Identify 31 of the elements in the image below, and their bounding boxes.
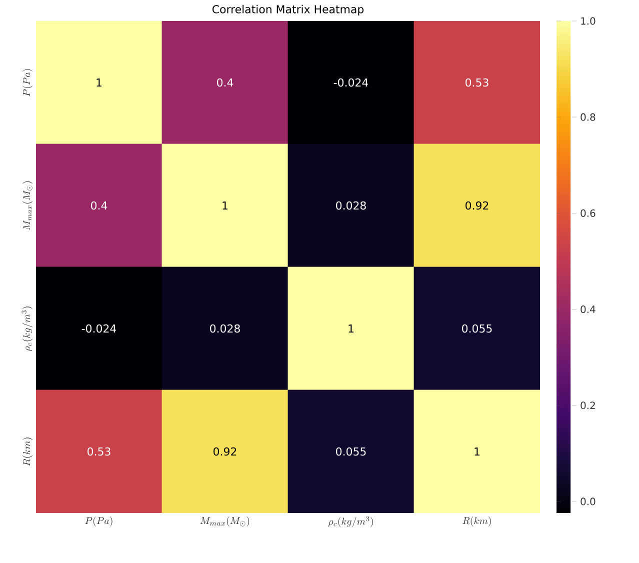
chart-title: Correlation Matrix Heatmap (212, 4, 364, 16)
color-bar-label: 0.2 (580, 402, 595, 410)
x-tick-label: $R(km)$ (462, 516, 491, 526)
x-tick-label: $P(Pa)$ (85, 516, 112, 526)
data-label: 0.92 (214, 447, 236, 456)
y-tick-label: $P(Pa)$ (22, 69, 32, 96)
data-label: 0.53 (466, 78, 488, 87)
x-tick-label: $\rho_c(kg/m^3)$ (328, 516, 373, 528)
y-tick-label: $\rho_c(kg/m^3)$ (22, 306, 32, 352)
data-label: 1 (348, 324, 354, 332)
data-label: -0.024 (334, 78, 368, 87)
y-tick-label: $R(km)$ (22, 438, 32, 466)
color-bar-label: 0.8 (580, 113, 596, 121)
data-label: 0.4 (217, 78, 234, 87)
data-label: 0.028 (336, 201, 366, 210)
color-bar-label: 0.4 (580, 306, 596, 314)
data-label: 1 (474, 448, 480, 456)
color-bar-label: 1.0 (581, 17, 596, 25)
data-label: 0.4 (91, 201, 108, 210)
color-bar-label: 0.0 (580, 498, 596, 506)
data-label: 0.055 (336, 447, 366, 456)
data-label: 0.055 (462, 324, 492, 333)
x-tick-label: $M_{max}(M_\odot)$ (200, 516, 250, 526)
color-bar-label: 0.6 (580, 209, 596, 217)
data-label: 1 (96, 78, 102, 86)
data-label: 0.92 (466, 201, 488, 210)
data-label: 0.028 (210, 324, 240, 333)
data-label: 1 (222, 202, 228, 210)
data-label: 0.53 (88, 447, 110, 456)
data-label: -0.024 (82, 324, 116, 333)
y-tick-label: $M_{max}(M_\odot)$ (22, 181, 32, 230)
